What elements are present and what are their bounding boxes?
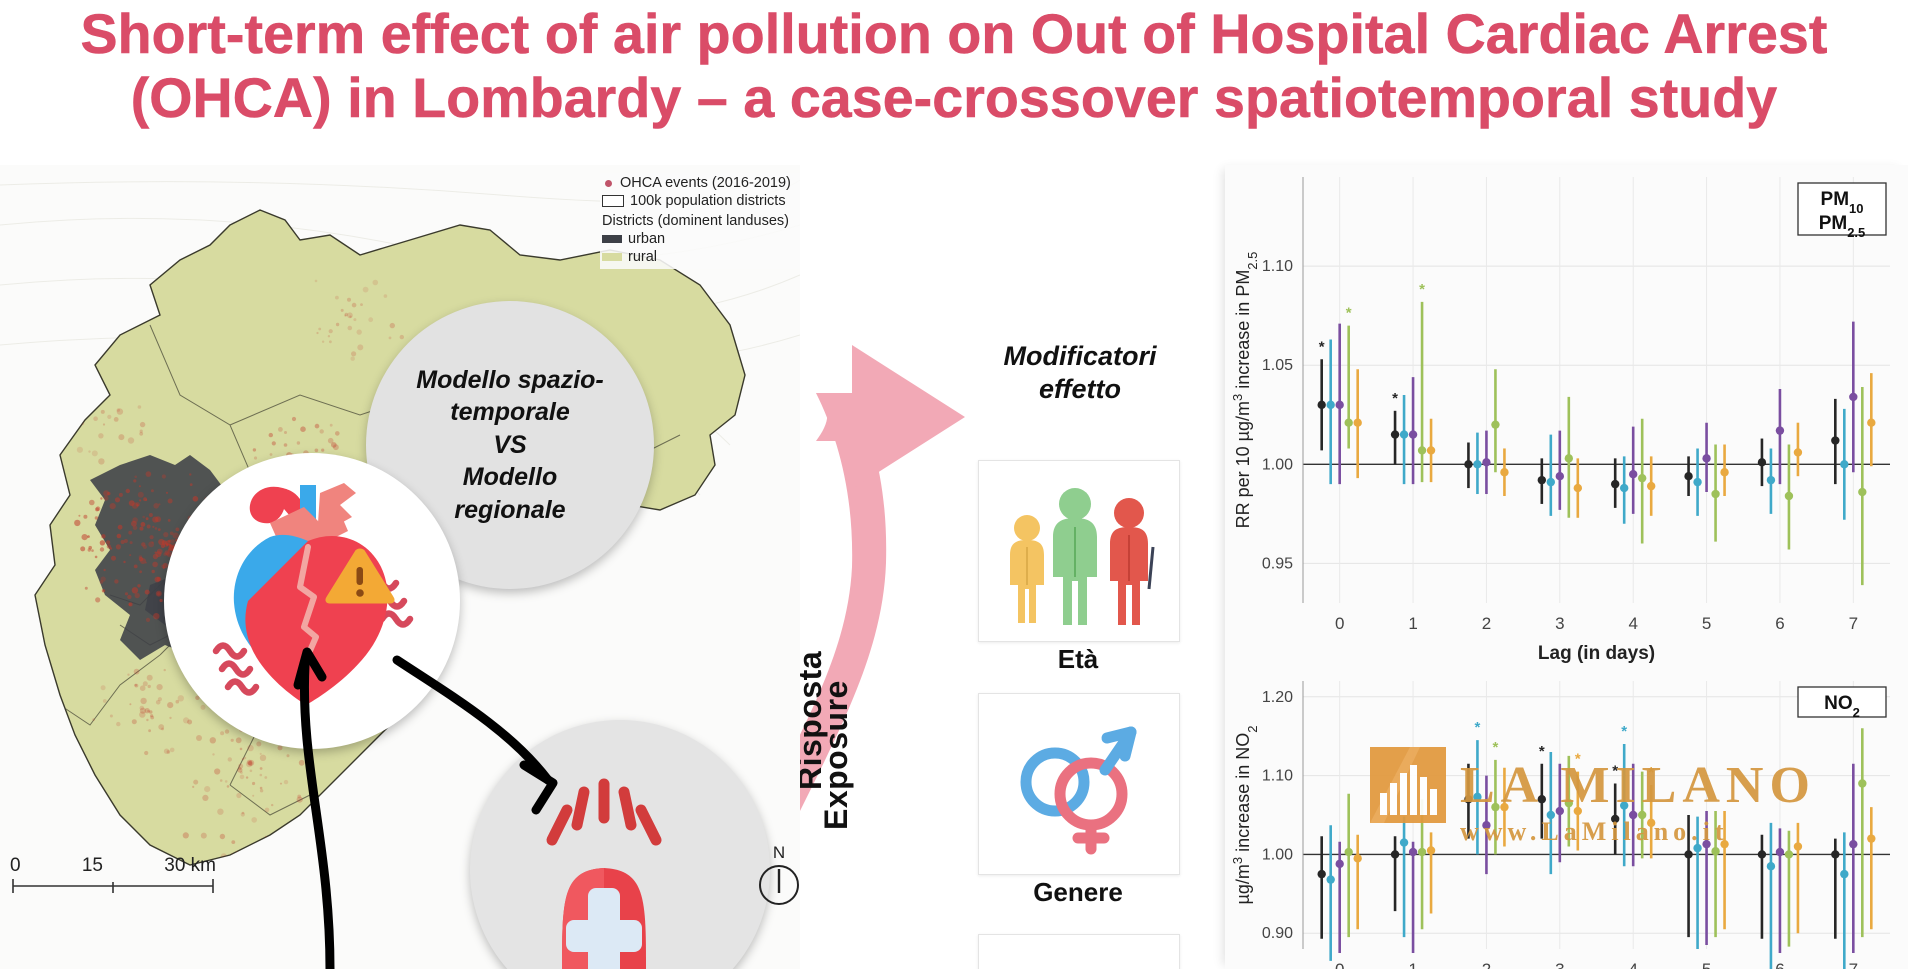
svg-text:5: 5 <box>1702 614 1711 633</box>
svg-text:2: 2 <box>1482 960 1491 969</box>
svg-text:1: 1 <box>1408 614 1417 633</box>
svg-text:6: 6 <box>1775 614 1784 633</box>
svg-text:4: 4 <box>1628 960 1637 969</box>
svg-text:0: 0 <box>1335 614 1344 633</box>
svg-text:1.10: 1.10 <box>1262 258 1293 275</box>
svg-text:4: 4 <box>1628 614 1637 633</box>
svg-text:1.05: 1.05 <box>1262 357 1293 374</box>
svg-text:*: * <box>1319 338 1325 355</box>
svg-text:*: * <box>1612 762 1618 779</box>
svg-text:*: * <box>1392 390 1398 407</box>
svg-text:*: * <box>1475 719 1481 736</box>
svg-text:0.95: 0.95 <box>1262 555 1293 572</box>
svg-text:1.10: 1.10 <box>1262 768 1293 785</box>
svg-text:1.00: 1.00 <box>1262 846 1293 863</box>
svg-text:1: 1 <box>1408 960 1417 969</box>
svg-text:1.00: 1.00 <box>1262 456 1293 473</box>
svg-text:0: 0 <box>1335 960 1344 969</box>
svg-text:*: * <box>1648 764 1654 781</box>
svg-text:7: 7 <box>1849 614 1858 633</box>
svg-text:*: * <box>1493 739 1499 756</box>
svg-text:7: 7 <box>1849 960 1858 969</box>
svg-text:*: * <box>1346 305 1352 322</box>
svg-text:0.90: 0.90 <box>1262 925 1293 942</box>
svg-text:1.20: 1.20 <box>1262 689 1293 706</box>
svg-text:*: * <box>1539 743 1545 760</box>
svg-text:Lag (in days): Lag (in days) <box>1538 643 1655 664</box>
svg-text:2: 2 <box>1482 614 1491 633</box>
svg-text:*: * <box>1621 723 1627 740</box>
svg-text:3: 3 <box>1555 614 1564 633</box>
svg-text:*: * <box>1419 281 1425 298</box>
svg-text:6: 6 <box>1775 960 1784 969</box>
svg-text:*: * <box>1575 751 1581 768</box>
svg-text:3: 3 <box>1555 960 1564 969</box>
svg-text:5: 5 <box>1702 960 1711 969</box>
